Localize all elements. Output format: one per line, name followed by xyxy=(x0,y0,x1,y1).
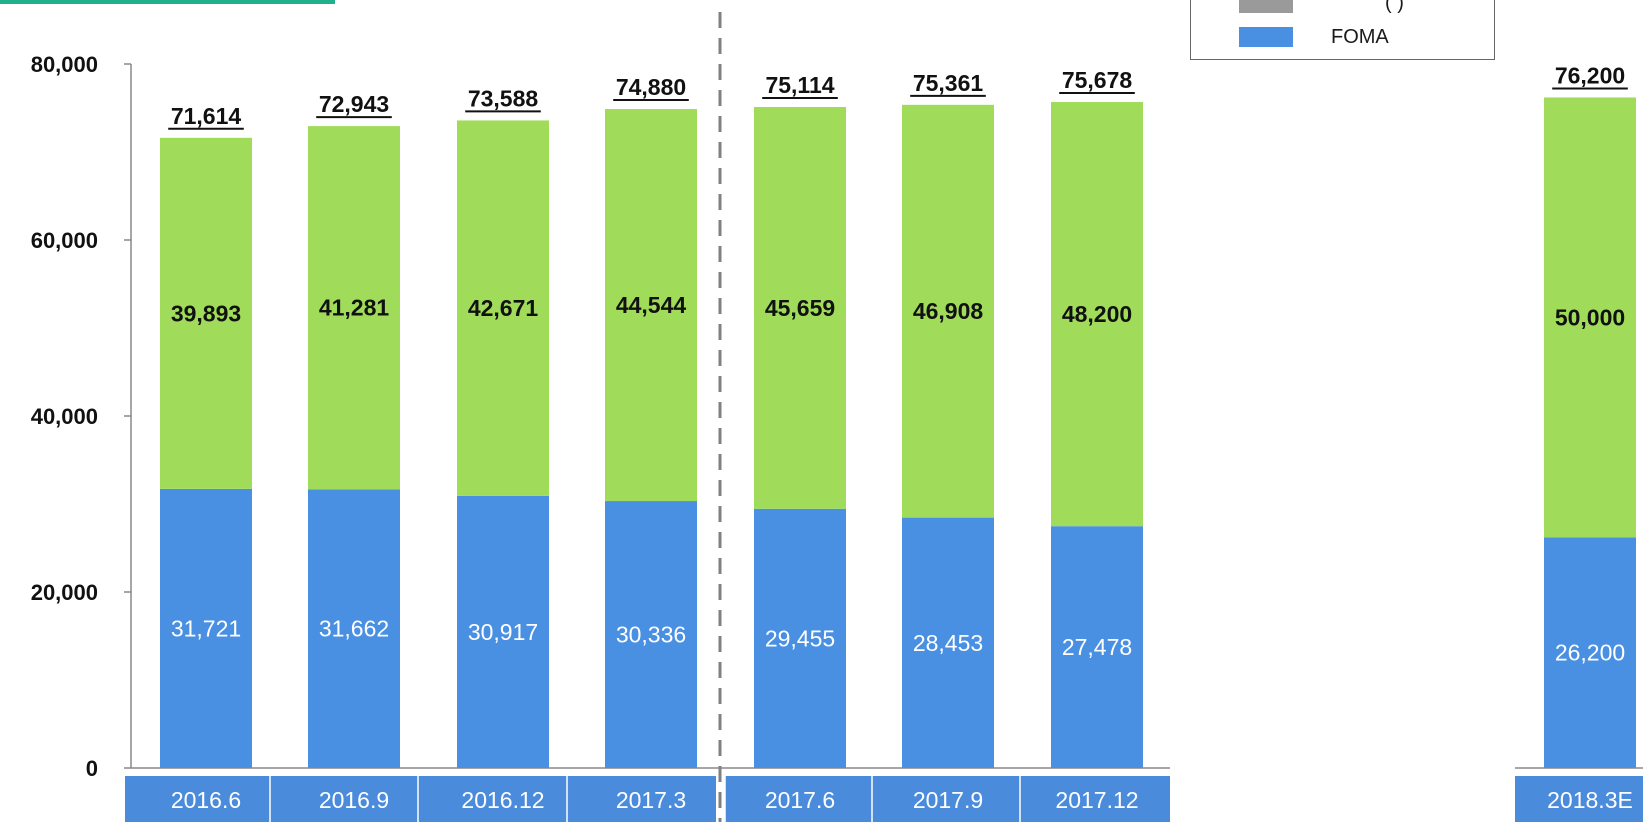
data-label-total: 73,588 xyxy=(468,85,539,111)
data-label-other: 44,544 xyxy=(616,292,687,318)
data-label-other: 39,893 xyxy=(171,300,241,326)
y-tick-label: 80,000 xyxy=(31,52,98,77)
bar-foma xyxy=(160,488,252,768)
data-label-other: 45,659 xyxy=(765,295,835,321)
x-tick-label: 2017.12 xyxy=(1055,787,1138,813)
bar-foma xyxy=(1051,526,1143,768)
data-label-foma: 31,721 xyxy=(171,615,241,641)
category-band-cell xyxy=(125,776,270,822)
data-label-total: 75,114 xyxy=(765,72,834,98)
bar-other xyxy=(308,126,400,490)
x-tick-label: 2016.6 xyxy=(171,787,241,813)
data-label-other: 50,000 xyxy=(1555,304,1625,330)
data-label-foma: 31,662 xyxy=(319,616,389,642)
bar-other xyxy=(1544,97,1636,538)
data-label-total: 75,678 xyxy=(1062,67,1133,93)
legend-label-partial: ( ) xyxy=(1385,0,1404,14)
y-tick-label: 20,000 xyxy=(31,580,98,605)
bar-other xyxy=(605,109,697,502)
y-tick-label: 60,000 xyxy=(31,228,98,253)
data-label-total: 72,943 xyxy=(319,91,389,117)
data-label-other: 42,671 xyxy=(468,295,539,321)
x-tick-label: 2016.12 xyxy=(461,787,544,813)
bar-foma xyxy=(605,501,697,768)
category-band-cell xyxy=(418,776,567,822)
bar-other xyxy=(160,137,252,489)
data-label-other: 48,200 xyxy=(1062,301,1132,327)
legend-swatch-foma xyxy=(1239,27,1293,47)
category-band-cell xyxy=(1515,776,1643,822)
data-label-foma: 30,917 xyxy=(468,619,538,645)
y-tick-label: 40,000 xyxy=(31,404,98,429)
legend-swatch-partial xyxy=(1239,0,1293,13)
bar-foma xyxy=(754,508,846,768)
x-tick-label: 2017.3 xyxy=(616,787,686,813)
bar-other xyxy=(1051,102,1143,527)
legend-label-foma: FOMA xyxy=(1331,25,1389,48)
data-label-total: 74,880 xyxy=(616,74,686,100)
category-band-cell xyxy=(567,776,716,822)
data-label-foma: 28,453 xyxy=(913,630,983,656)
data-label-total: 71,614 xyxy=(171,103,242,129)
bar-other xyxy=(902,104,994,518)
category-band-cell xyxy=(872,776,1020,822)
x-tick-label: 2017.9 xyxy=(913,787,983,813)
bar-foma xyxy=(902,517,994,768)
header-accent-line xyxy=(0,0,335,4)
category-band-cell xyxy=(270,776,418,822)
x-tick-label: 2017.6 xyxy=(765,787,835,813)
bar-foma xyxy=(1544,537,1636,768)
data-label-foma: 30,336 xyxy=(616,622,686,648)
legend: ( ) FOMA xyxy=(1190,0,1495,60)
x-tick-label: 2018.3E xyxy=(1547,787,1633,813)
data-label-foma: 26,200 xyxy=(1555,640,1625,666)
data-label-foma: 29,455 xyxy=(765,625,835,651)
data-label-other: 41,281 xyxy=(319,295,390,321)
y-tick-label: 0 xyxy=(86,756,98,781)
category-band-cell xyxy=(1020,776,1170,822)
legend-item-partial: ( ) xyxy=(1239,0,1404,15)
data-label-total: 75,361 xyxy=(913,70,984,96)
bar-other xyxy=(457,120,549,496)
legend-item-foma: FOMA xyxy=(1239,25,1389,49)
bar-foma xyxy=(308,489,400,768)
category-band-cell xyxy=(725,776,872,822)
bar-other xyxy=(754,106,846,509)
data-label-other: 46,908 xyxy=(913,298,984,324)
data-label-foma: 27,478 xyxy=(1062,634,1132,660)
bar-foma xyxy=(457,495,549,768)
data-label-total: 76,200 xyxy=(1555,62,1625,88)
x-tick-label: 2016.9 xyxy=(319,787,389,813)
